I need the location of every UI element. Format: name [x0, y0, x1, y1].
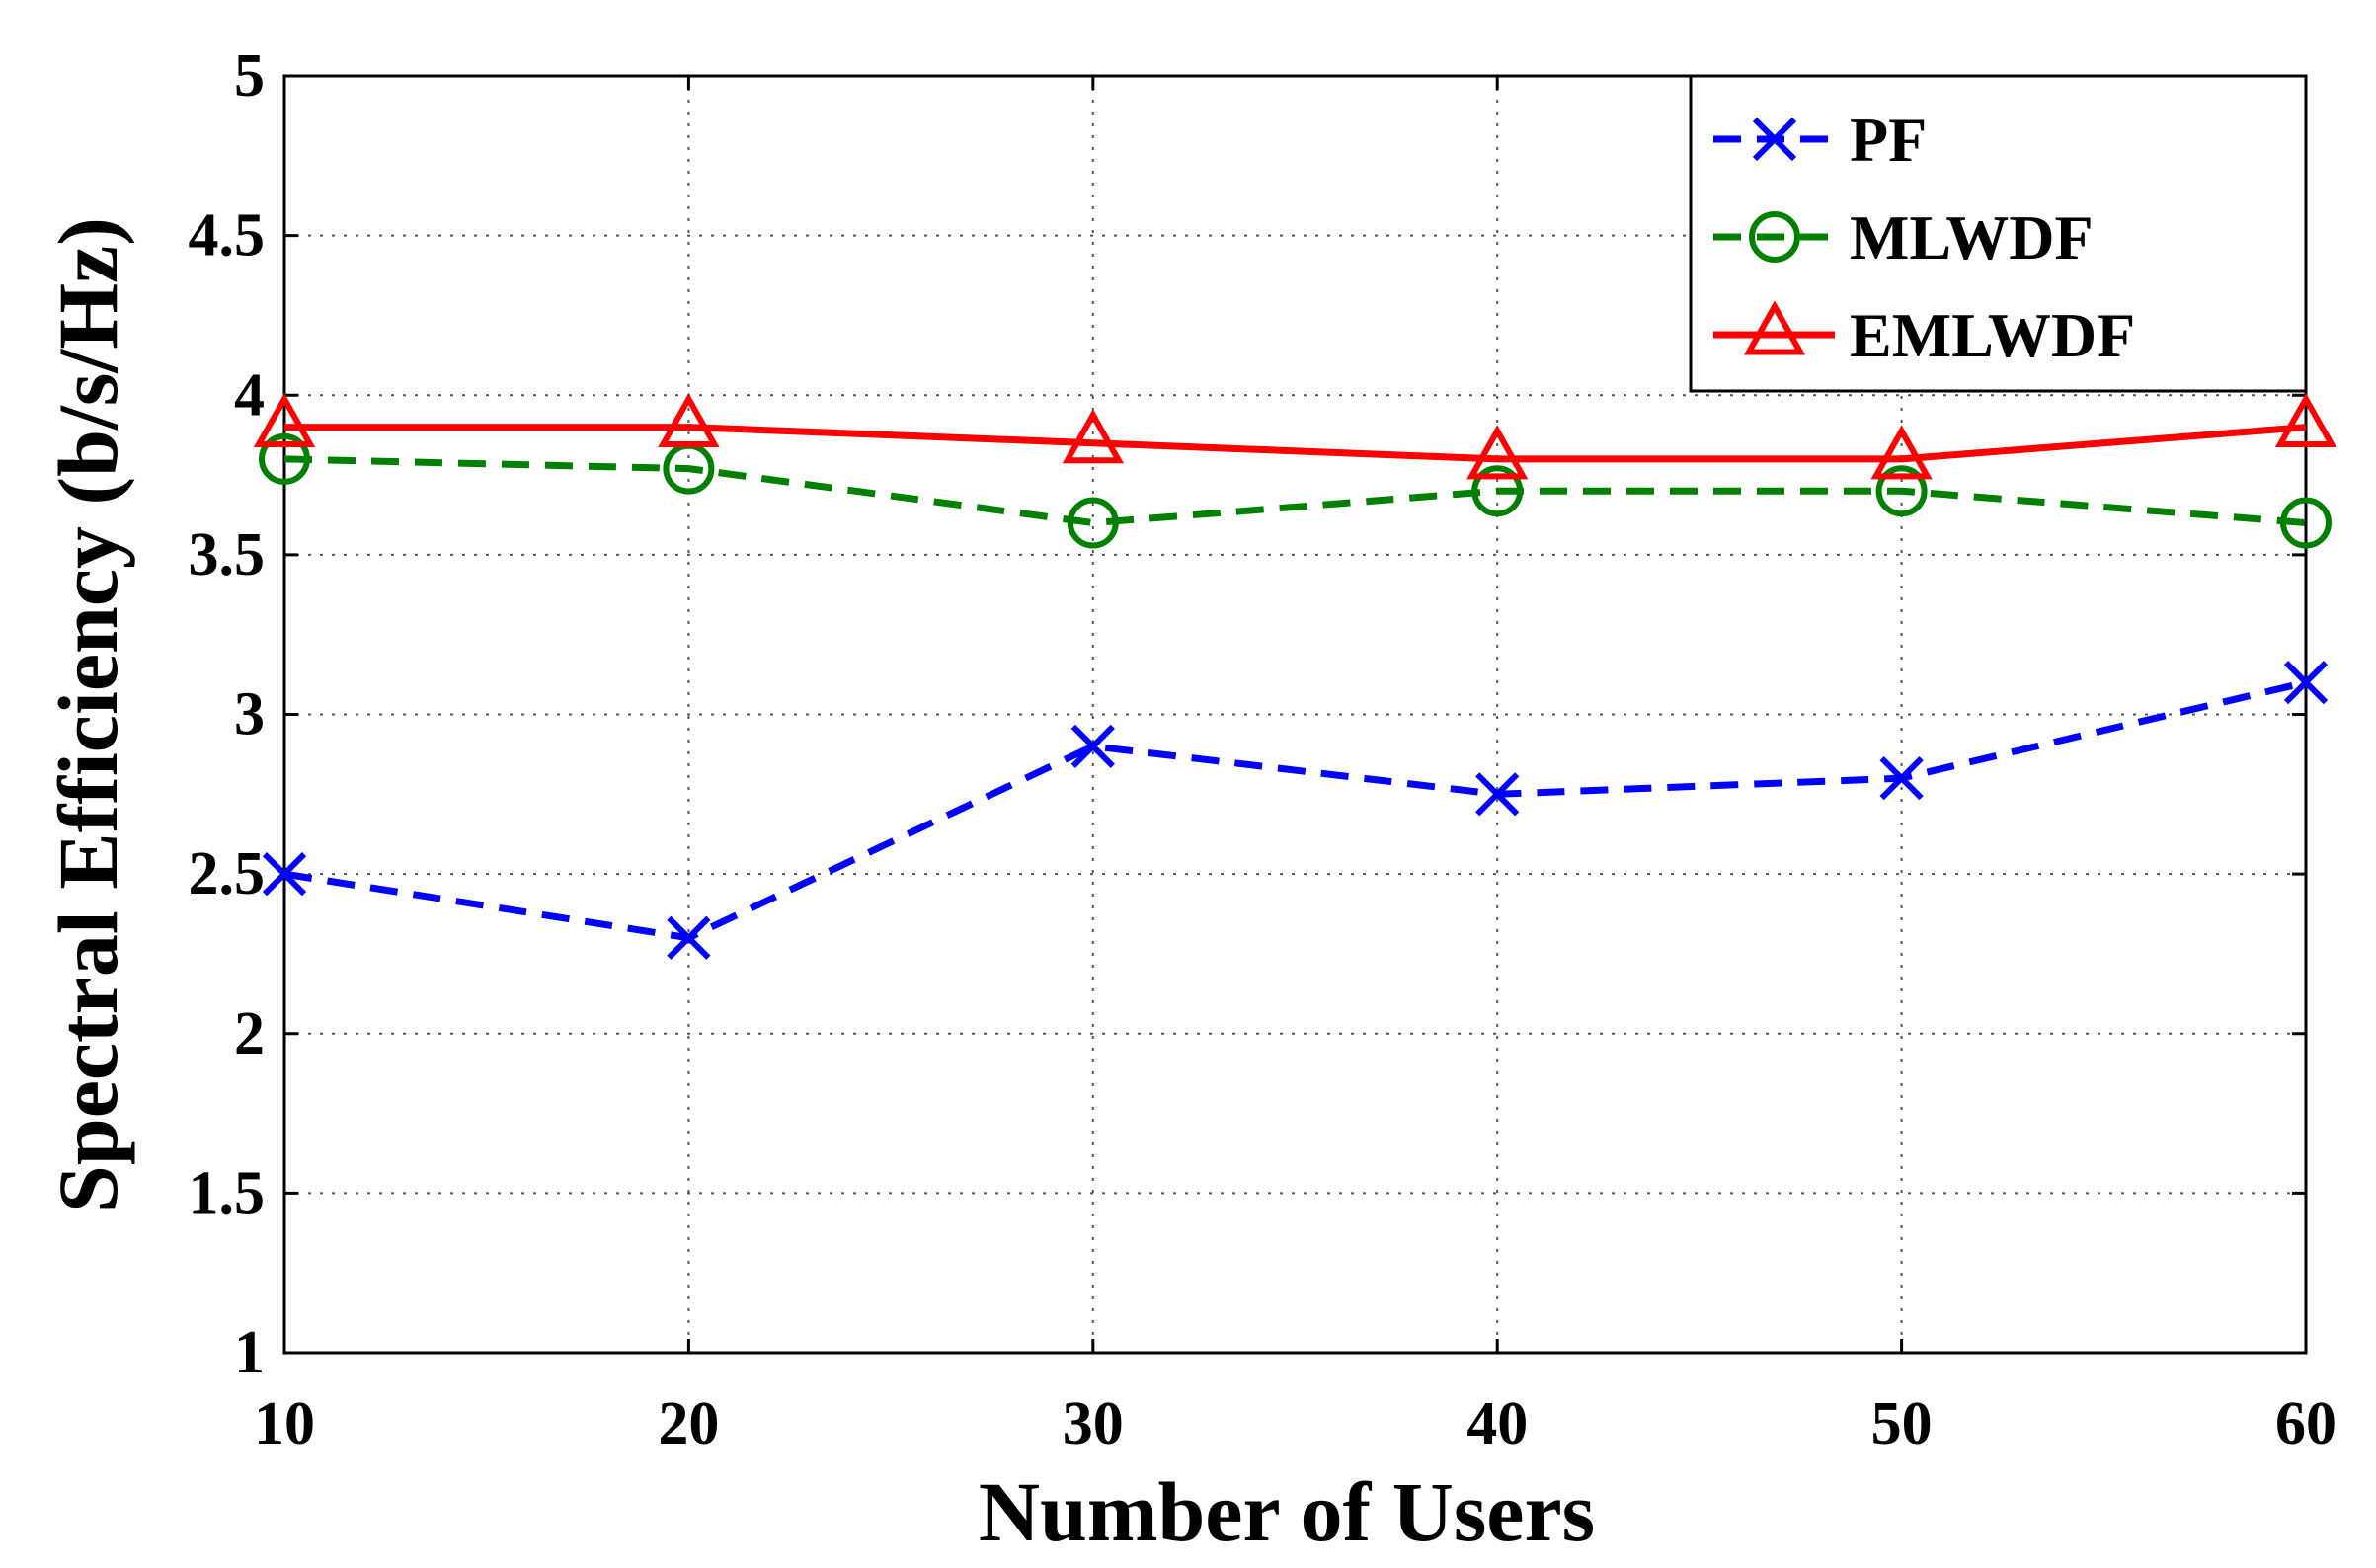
- legend-label: PF: [1850, 105, 1927, 175]
- data-point-mlwdf: [1067, 497, 1119, 549]
- data-point-emlwdf: [1466, 425, 1529, 480]
- data-point-pf: [262, 852, 307, 897]
- data-point-emlwdf: [2274, 392, 2337, 448]
- legend-entry-emlwdf: EMLWDF: [1713, 300, 2135, 370]
- y-axis-label: Spectral Efficiency (b/s/Hz): [40, 217, 135, 1213]
- y-tick-label: 1.5: [189, 1159, 266, 1226]
- y-tick-label: 2.5: [189, 840, 266, 907]
- x-marker-stroke: [667, 915, 711, 960]
- legend-label: EMLWDF: [1850, 300, 2135, 370]
- data-point-pf: [2283, 661, 2329, 705]
- data-point-mlwdf: [1875, 465, 1928, 517]
- data-point-mlwdf: [1471, 465, 1524, 517]
- y-tick-label: 1: [234, 1319, 265, 1386]
- series-pf: [262, 661, 2329, 960]
- series-layer: [253, 392, 2337, 960]
- y-tick-label: 2: [234, 1000, 265, 1067]
- series-mlwdf: [259, 432, 2332, 549]
- legend-entry-pf: PF: [1713, 105, 1927, 175]
- data-point-mlwdf: [259, 432, 310, 485]
- x-tick-label: 30: [1063, 1390, 1124, 1457]
- data-point-emlwdf: [1062, 409, 1124, 464]
- x-axis-label: Number of Users: [979, 1464, 1595, 1559]
- x-tick-label: 40: [1466, 1390, 1528, 1457]
- y-tick-label: 4.5: [189, 202, 266, 270]
- x-tick-label: 10: [254, 1390, 315, 1457]
- series-line-emlwdf: [284, 424, 2307, 463]
- legend-swatch-marker: [1749, 211, 1800, 263]
- data-point-pf: [1475, 772, 1520, 817]
- legend-entry-mlwdf: MLWDF: [1713, 202, 2094, 273]
- series-line-mlwdf: [283, 455, 2307, 527]
- legend-swatch-marker: [1743, 300, 1806, 355]
- data-point-mlwdf: [2280, 497, 2332, 549]
- data-point-pf: [667, 915, 711, 960]
- legend: PF MLWDF EMLWDF: [1689, 74, 2308, 393]
- legend-label: MLWDF: [1850, 202, 2094, 273]
- x-marker-stroke: [1475, 772, 1520, 817]
- tick-layer: 10 20 30 40 50 60 1 1.5 2 2.5 3 3.5 4 4.5 5: [189, 42, 2337, 1457]
- x-marker-stroke: [1070, 724, 1115, 768]
- x-tick-label: 20: [658, 1390, 719, 1457]
- y-tick-label: 3.5: [189, 521, 266, 588]
- x-marker-stroke: [1752, 117, 1797, 162]
- x-tick-label: 60: [2275, 1390, 2336, 1457]
- series-line-pf: [283, 678, 2307, 942]
- data-point-pf: [1070, 724, 1115, 768]
- x-tick-label: 50: [1871, 1390, 1933, 1457]
- x-marker-stroke: [2283, 661, 2329, 705]
- x-marker-stroke: [1879, 756, 1924, 801]
- series-emlwdf: [253, 392, 2337, 480]
- y-tick-label: 4: [234, 361, 265, 429]
- data-point-emlwdf: [253, 392, 316, 448]
- data-point-emlwdf: [1870, 425, 1933, 480]
- data-point-emlwdf: [658, 392, 720, 448]
- legend-swatch-marker: [1752, 117, 1797, 162]
- y-tick-label: 5: [234, 42, 265, 110]
- data-point-pf: [1879, 756, 1924, 801]
- x-marker-stroke: [262, 852, 307, 897]
- y-tick-label: 3: [234, 681, 265, 748]
